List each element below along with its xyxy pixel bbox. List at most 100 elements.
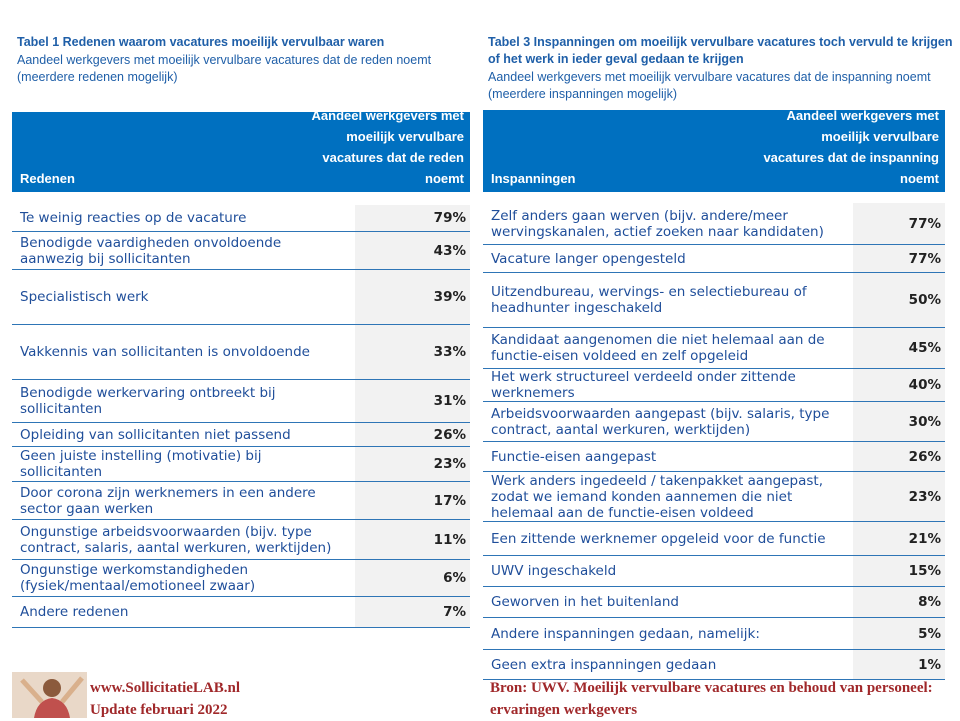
row-value: 39% (433, 289, 466, 305)
row-value-cell: 31% (355, 380, 470, 422)
table-row: Benodigde werkervaring ontbreekt bij sol… (12, 380, 470, 423)
row-value: 40% (908, 377, 941, 393)
table-header: Redenen Aandeel werkgevers met moeilijk v… (12, 108, 470, 192)
table-row: UWV ingeschakeld 15% (483, 556, 945, 587)
row-value: 77% (908, 250, 941, 267)
row-value-cell: 21% (853, 522, 945, 555)
row-value-cell: 77% (853, 245, 945, 272)
row-value-cell: 8% (853, 587, 945, 617)
row-value: 26% (908, 448, 941, 465)
row-value: 33% (433, 344, 466, 360)
row-value: 6% (443, 570, 466, 586)
row-label: Geworven in het buitenland (491, 594, 679, 610)
table-row: Te weinig reacties op de vacature 79% (12, 205, 470, 232)
row-label: Te weinig reacties op de vacature (20, 210, 247, 226)
row-value-cell: 26% (853, 442, 945, 471)
table-row: Arbeidsvoorwaarden aangepast (bijv. sala… (483, 402, 945, 442)
row-value-cell: 15% (853, 556, 945, 586)
table-row: Geen extra inspanningen gedaan 1% (483, 650, 945, 680)
update: Update februari 2022 (90, 702, 228, 718)
table-row: Door corona zijn werknemers in een ander… (12, 482, 470, 520)
table-subtitle: Aandeel werkgevers met moeilijk vervulba… (488, 70, 931, 101)
row-value-cell: 45% (853, 328, 945, 368)
table-row: Een zittende werknemer opgeleid voor de … (483, 522, 945, 556)
row-value: 43% (433, 242, 466, 259)
row-value-cell: 11% (355, 520, 470, 559)
row-value: 50% (908, 292, 941, 308)
table-row: Geworven in het buitenland 8% (483, 587, 945, 618)
row-label: Het werk structureel verdeeld onder zitt… (491, 369, 796, 401)
logo-photo (12, 672, 87, 718)
table-row: Het werk structureel verdeeld onder zitt… (483, 369, 945, 402)
row-label: Kandidaat aangenomen die niet helemaal a… (491, 332, 825, 364)
row-label: UWV ingeschakeld (491, 563, 617, 579)
row-label: Door corona zijn werknemers in een ander… (20, 484, 316, 517)
row-value: 77% (908, 215, 941, 232)
row-value-cell: 17% (355, 482, 470, 519)
table-title: Tabel 3 Inspanningen om moeilijk vervulb… (488, 35, 953, 66)
row-label: Arbeidsvoorwaarden aangepast (bijv. sala… (491, 405, 830, 438)
row-label: Functie-eisen aangepast (491, 448, 657, 465)
row-value: 5% (918, 625, 941, 642)
row-value: 30% (908, 413, 941, 430)
row-label: Specialistisch werk (20, 289, 149, 305)
row-value-cell: 77% (853, 203, 945, 244)
row-value-cell: 50% (853, 273, 945, 327)
row-value: 23% (433, 456, 466, 472)
row-value-cell: 5% (853, 618, 945, 649)
row-value-cell: 30% (853, 402, 945, 441)
row-label: Zelf anders gaan werven (bijv. andere/me… (491, 207, 824, 240)
row-label: Geen juiste instelling (motivatie) bij s… (20, 448, 262, 480)
table-row: Ongunstige arbeidsvoorwaarden (bijv. typ… (12, 520, 470, 560)
row-value: 11% (433, 531, 466, 548)
row-value: 15% (908, 563, 941, 579)
header-cell: Inspanningen (491, 171, 576, 186)
row-label: Geen extra inspanningen gedaan (491, 656, 717, 673)
table-row: Vakkennis van sollicitanten is onvoldoen… (12, 325, 470, 380)
row-value-cell: 33% (355, 325, 470, 379)
row-value: 79% (433, 210, 466, 226)
table-header: Inspanningen Aandeel werkgevers met moeil… (483, 108, 945, 192)
row-label: Vakkennis van sollicitanten is onvoldoen… (20, 344, 310, 360)
row-label: Benodigde werkervaring ontbreekt bij sol… (20, 385, 276, 417)
row-label: Andere redenen (20, 604, 129, 620)
row-value: 26% (433, 426, 466, 443)
source: Bron: UWV. Moeilijk vervulbare vacatures… (490, 680, 933, 718)
row-label: Vacature langer opengesteld (491, 250, 686, 267)
row-value: 23% (908, 488, 941, 505)
table-row: Functie-eisen aangepast 26% (483, 442, 945, 472)
row-label: Benodigde vaardigheden onvoldoende aanwe… (20, 234, 282, 267)
table-title: Tabel 1 Redenen waarom vacatures moeilij… (17, 35, 385, 49)
row-value-cell: 6% (355, 560, 470, 596)
header-cell: Aandeel werkgevers met moeilijk vervulba… (311, 108, 464, 186)
header-cell: Aandeel werkgevers met moeilijk vervulba… (763, 108, 939, 186)
site: www.SollicitatieLAB.nl (90, 680, 241, 696)
table-row: Andere inspanningen gedaan, namelijk: 5% (483, 618, 945, 650)
table-row: Opleiding van sollicitanten niet passend… (12, 423, 470, 447)
table-row: Geen juiste instelling (motivatie) bij s… (12, 447, 470, 482)
row-value: 17% (433, 492, 466, 509)
row-value: 31% (433, 393, 466, 409)
row-label: Uitzendbureau, wervings- en selectiebure… (491, 284, 807, 316)
row-label: Ongunstige arbeidsvoorwaarden (bijv. typ… (20, 523, 332, 556)
row-value-cell: 23% (853, 472, 945, 521)
row-label: Ongunstige werkomstandigheden (fysiek/me… (20, 562, 256, 594)
row-value-cell: 7% (355, 597, 470, 627)
row-value: 7% (443, 604, 466, 620)
table-row: Ongunstige werkomstandigheden (fysiek/me… (12, 560, 470, 597)
table-row: Specialistisch werk 39% (12, 270, 470, 325)
row-label: Andere inspanningen gedaan, namelijk: (491, 625, 760, 642)
table-row: Vacature langer opengesteld 77% (483, 245, 945, 273)
row-value-cell: 23% (355, 447, 470, 481)
table-row: Benodigde vaardigheden onvoldoende aanwe… (12, 232, 470, 270)
row-value-cell: 43% (355, 232, 470, 269)
table-row: Zelf anders gaan werven (bijv. andere/me… (483, 203, 945, 245)
table-row: Andere redenen 7% (12, 597, 470, 628)
row-value-cell: 26% (355, 423, 470, 446)
table-row: Uitzendbureau, wervings- en selectiebure… (483, 273, 945, 328)
row-label: Een zittende werknemer opgeleid voor de … (491, 530, 826, 547)
table-row: Werk anders ingedeeld / takenpakket aang… (483, 472, 945, 522)
row-value-cell: 79% (355, 205, 470, 231)
row-label: Werk anders ingedeeld / takenpakket aang… (491, 472, 824, 521)
